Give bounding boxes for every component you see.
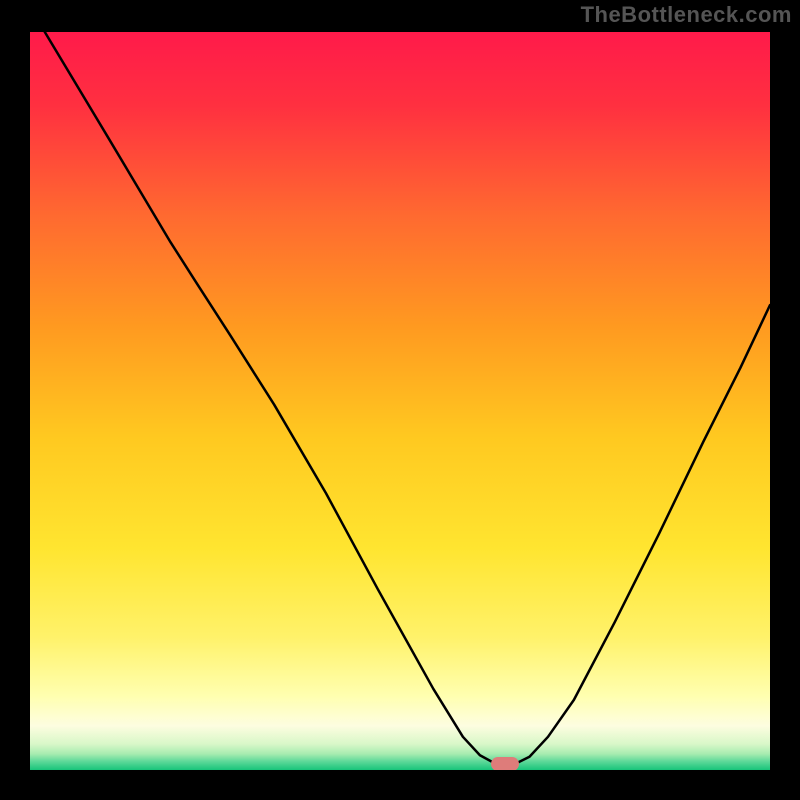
watermark-text: TheBottleneck.com <box>581 2 792 28</box>
curve-path <box>45 32 770 764</box>
chart-container: TheBottleneck.com <box>0 0 800 800</box>
frame-left <box>0 0 30 800</box>
frame-right <box>770 0 800 800</box>
bottleneck-curve <box>30 32 770 770</box>
plot-area <box>30 32 770 770</box>
frame-bottom <box>0 770 800 800</box>
optimum-marker <box>491 757 519 770</box>
